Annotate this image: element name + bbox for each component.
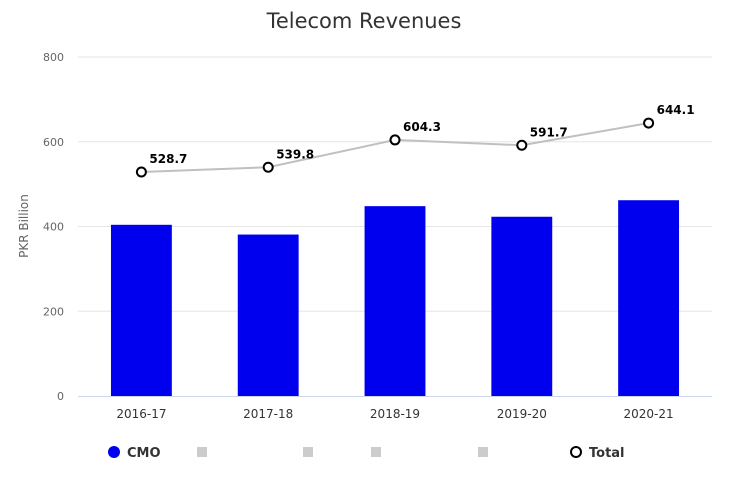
y-axis-ticks: 0 200 400 600 800 [43,51,64,403]
y-tick-label: 0 [57,390,64,403]
total-point-2020-21 [643,117,655,129]
legend-marker-total [570,446,582,458]
total-data-label: 604.3 [403,120,441,134]
legend-marker-hidden [197,447,207,457]
total-data-label: 644.1 [657,103,695,117]
x-axis-ticks: 2016-17 2017-18 2018-19 2019-20 2020-21 [116,407,673,421]
x-tick-label: 2018-19 [370,407,420,421]
y-tick-label: 400 [43,221,64,234]
bar-cmo-2018-19 [364,206,426,396]
x-tick-label: 2016-17 [116,407,166,421]
x-tick-label: 2019-20 [497,407,547,421]
bar-cmo-2017-18 [237,234,299,396]
x-tick-label: 2020-21 [624,407,674,421]
line-series-total: 528.7 539.8 604.3 591.7 644.1 [135,103,695,178]
total-point-2017-18 [262,161,274,173]
y-tick-label: 200 [43,305,64,318]
legend-marker-hidden [478,447,488,457]
legend-label: Total [589,446,625,461]
total-data-label: 528.7 [149,152,187,166]
total-point-2019-20 [516,139,528,151]
legend-marker-hidden [371,447,381,457]
bar-cmo-2016-17 [110,224,172,396]
total-point-2018-19 [389,134,401,146]
legend: CMO Total [108,446,625,461]
legend-marker-cmo [108,446,120,458]
x-tick-label: 2017-18 [243,407,293,421]
bar-cmo-2020-21 [618,200,680,396]
total-data-label: 591.7 [530,125,568,139]
legend-marker-hidden [303,447,313,457]
total-line [141,122,649,173]
y-axis-label: PKR Billion [17,194,31,258]
total-point-2016-17 [135,166,147,178]
y-tick-label: 600 [43,136,64,149]
y-tick-label: 800 [43,51,64,64]
total-data-label: 539.8 [276,147,314,161]
bar-series-cmo [110,200,680,396]
legend-label: CMO [127,446,161,461]
chart-title: Telecom Revenues [266,9,462,33]
bar-cmo-2019-20 [491,216,553,396]
